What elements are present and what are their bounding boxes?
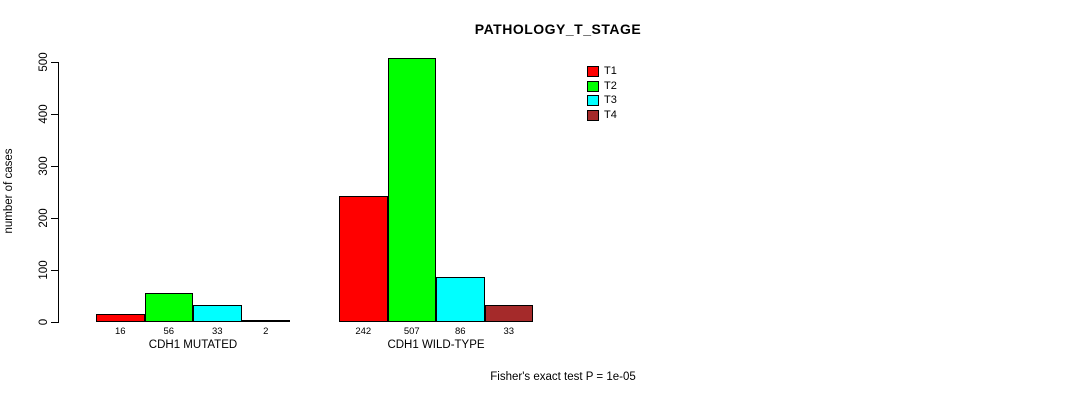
y-axis-label: number of cases — [3, 148, 15, 234]
legend-label-t2: T2 — [604, 79, 617, 92]
y-tick-label: 500 — [38, 52, 50, 72]
legend-item-t3: T3 — [587, 94, 617, 109]
bar-t1-cdh1-mutated — [96, 313, 145, 322]
legend-item-t2: T2 — [587, 79, 617, 94]
fisher-test-annotation: Fisher's exact test P = 1e-05 — [490, 371, 636, 383]
y-tick-label: 300 — [38, 156, 50, 176]
bar-value-label: 33 — [211, 326, 223, 337]
bar-t4-cdh1-wild-type — [484, 304, 533, 322]
y-tick — [51, 62, 58, 63]
y-tick-label: 100 — [38, 260, 50, 280]
legend: T1 T2 T3 T4 — [587, 64, 617, 123]
bar-t3-cdh1-mutated — [193, 304, 242, 322]
group-label-cdh1-mutated: CDH1 MUTATED — [148, 339, 238, 351]
bar-t3-cdh1-wild-type — [436, 277, 485, 322]
legend-item-t1: T1 — [587, 64, 617, 79]
bar-value-label: 56 — [163, 326, 175, 337]
y-tick-label: 200 — [38, 208, 50, 228]
legend-label-t3: T3 — [604, 94, 617, 107]
y-tick — [51, 218, 58, 219]
y-axis-line — [58, 62, 59, 323]
bar-t1-cdh1-wild-type — [339, 196, 388, 322]
bar-value-label: 507 — [403, 326, 420, 337]
bar-value-label: 33 — [503, 326, 515, 337]
bar-t2-cdh1-mutated — [144, 292, 193, 322]
y-tick-label: 400 — [38, 104, 50, 124]
y-tick — [51, 322, 58, 323]
bar-t2-cdh1-wild-type — [387, 58, 436, 322]
legend-swatch-t4 — [587, 110, 599, 122]
legend-label-t1: T1 — [604, 64, 617, 77]
bar-t4-cdh1-mutated — [241, 320, 290, 322]
bar-value-label: 242 — [355, 326, 372, 337]
group-label-cdh1-wild-type: CDH1 WILD-TYPE — [387, 339, 485, 351]
bar-value-label: 86 — [454, 326, 466, 337]
chart-title: PATHOLOGY_T_STAGE — [474, 21, 642, 37]
legend-swatch-t2 — [587, 80, 599, 92]
legend-swatch-t3 — [587, 95, 599, 107]
y-tick — [51, 270, 58, 271]
legend-item-t4: T4 — [587, 108, 617, 123]
bar-value-label: 16 — [114, 326, 126, 337]
legend-label-t4: T4 — [604, 109, 617, 122]
y-tick — [51, 114, 58, 115]
bar-value-label: 2 — [263, 326, 269, 337]
y-tick-label: 0 — [38, 318, 50, 326]
y-tick — [51, 166, 58, 167]
legend-swatch-t1 — [587, 65, 599, 77]
